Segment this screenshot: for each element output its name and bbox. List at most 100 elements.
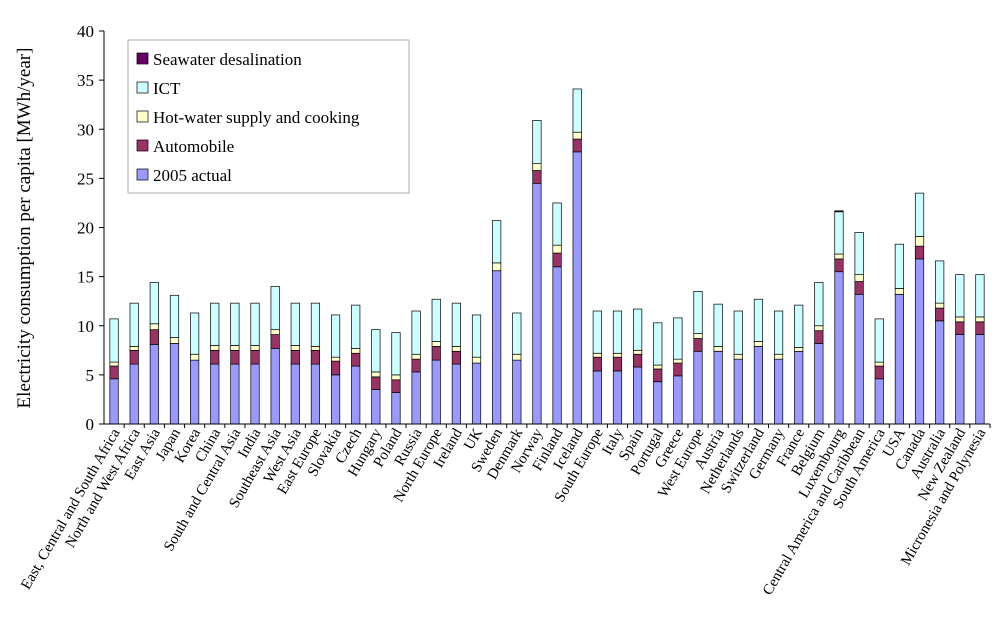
bar-segment (914, 258, 925, 425)
y-tick-label: 20 (77, 219, 94, 238)
bar-segment (270, 347, 280, 425)
bar-segment (572, 151, 582, 425)
bar-segment (874, 318, 884, 363)
bar-segment (975, 316, 985, 323)
bar-segment (874, 361, 884, 367)
legend-swatch (136, 139, 149, 152)
bar-segment (210, 345, 220, 351)
legend-label: 2005 actual (153, 166, 232, 185)
bar-segment (673, 375, 683, 425)
bar-segment (270, 329, 280, 335)
bar-segment (854, 232, 864, 276)
bar-segment (894, 293, 904, 425)
bar-segment (149, 329, 159, 345)
bar-segment (532, 163, 542, 171)
bar-segment (411, 310, 421, 355)
bar-segment (834, 253, 844, 260)
bar-segment (955, 334, 965, 425)
bar-segment (935, 302, 945, 309)
y-tick-label: 35 (77, 71, 94, 90)
bar-segment (673, 317, 683, 360)
bar-segment (109, 361, 119, 367)
bar-segment (753, 341, 764, 347)
bar-segment (834, 258, 844, 273)
bar-segment (975, 334, 985, 425)
bar-segment (814, 343, 824, 425)
bar-segment (169, 294, 180, 338)
bar-segment (894, 288, 904, 295)
bar-segment (250, 302, 260, 346)
bar-segment (854, 293, 864, 425)
bar-segment (914, 192, 925, 237)
bar-segment (250, 363, 260, 425)
bar-segment (753, 346, 764, 425)
bar-segment (814, 282, 824, 327)
bar-segment (834, 271, 844, 425)
bar-segment (149, 344, 159, 425)
bar-segment (391, 392, 401, 425)
legend-swatch (136, 81, 149, 94)
bar-segment (431, 298, 441, 342)
bar-segment (653, 368, 663, 383)
bar-segment (794, 347, 804, 352)
bar-segment (612, 352, 623, 358)
bar-segment (411, 358, 421, 373)
bar-segment (955, 316, 965, 323)
bar-segment (532, 182, 542, 425)
bar-segment (129, 346, 139, 351)
bar-segment (935, 320, 945, 425)
bar-segment (411, 353, 421, 360)
bar-segment (794, 304, 804, 348)
bar-segment (834, 211, 844, 255)
x-tick-label: East, Central and South Africa (18, 426, 123, 593)
bar-segment (190, 312, 200, 355)
bar-segment (310, 346, 321, 351)
bar-segment (794, 350, 804, 425)
bar-segment (612, 356, 623, 372)
bar-segment (814, 330, 824, 344)
bar-segment (411, 371, 421, 425)
bar-segment (290, 345, 300, 351)
bar-segment (612, 310, 623, 354)
bar-segment (572, 138, 582, 153)
bar-segment (693, 338, 703, 352)
bar-segment (431, 346, 441, 361)
bar-segment (190, 353, 200, 361)
bar-segment (552, 252, 562, 268)
bar-segment (210, 363, 220, 425)
bar-segment (471, 356, 482, 364)
bar-segment (914, 245, 925, 260)
bar-segment (129, 349, 139, 365)
bar-segment (109, 378, 119, 425)
bar-segment (330, 314, 341, 358)
bar-segment (592, 356, 602, 372)
bar-segment (431, 341, 441, 347)
bar-segment (230, 302, 240, 346)
bar-segment (210, 302, 220, 346)
bar-segment (210, 349, 220, 365)
y-ticks: 0 5 10 15 20 25 30 35 40 (77, 22, 104, 434)
bar-segment (149, 282, 159, 325)
bar-segment (391, 332, 401, 376)
bar-segment (612, 370, 623, 425)
bar-segment (975, 274, 985, 318)
bar-segment (230, 349, 240, 365)
bar-segment (371, 329, 381, 373)
bar-segment (914, 235, 925, 247)
bar-segment (552, 266, 562, 425)
bar-segment (431, 359, 441, 425)
legend-label: Seawater desalination (153, 50, 302, 69)
y-tick-label: 40 (77, 22, 94, 41)
bar-segment (572, 88, 582, 133)
legend-swatch (136, 168, 149, 181)
bar-segment (814, 325, 824, 332)
bar-segment (250, 345, 260, 351)
bar-segment (733, 310, 743, 355)
legend-box (127, 39, 410, 194)
bar-segment (673, 362, 683, 377)
bar-segment (935, 260, 945, 304)
bar-segment (169, 343, 180, 425)
bar-segment (633, 353, 643, 368)
bar-segment (532, 120, 542, 164)
bar-segment (471, 362, 482, 425)
